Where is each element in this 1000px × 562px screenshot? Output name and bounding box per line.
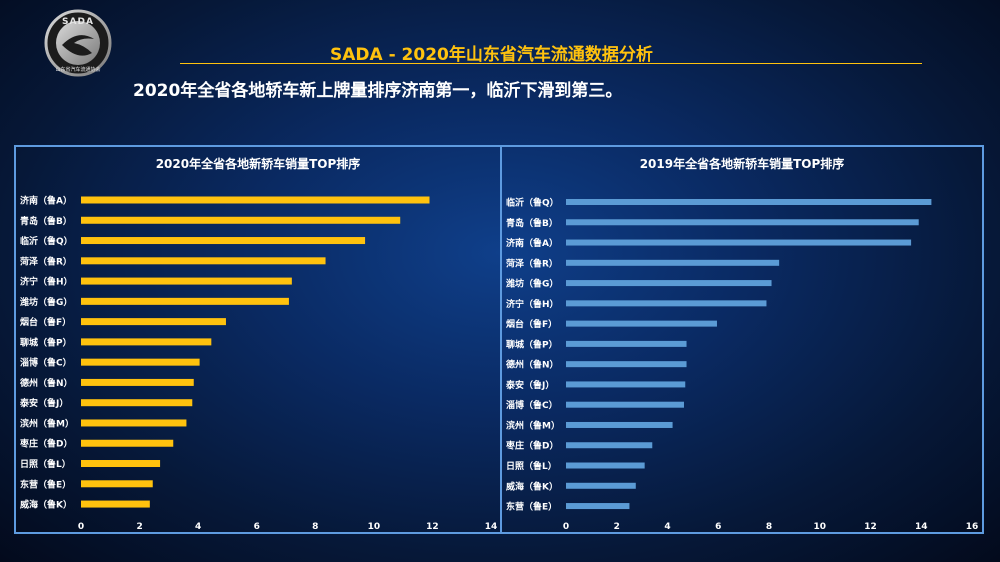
bar-2019 (566, 280, 772, 287)
header-divider (180, 63, 922, 64)
category-label: 济南（鲁A） (506, 237, 558, 249)
x-tick-label: 4 (664, 522, 670, 532)
category-label: 威海（鲁K） (20, 499, 72, 511)
x-tick-label: 16 (966, 522, 979, 532)
category-label: 菏泽（鲁R） (506, 257, 558, 269)
bar-2020 (81, 338, 212, 346)
category-label: 威海（鲁K） (506, 480, 558, 492)
x-tick-label: 0 (563, 522, 569, 532)
x-tick-label: 6 (254, 522, 260, 532)
bar-2019 (566, 300, 767, 307)
x-tick-label: 2 (136, 522, 142, 532)
category-label: 聊城（鲁P） (20, 336, 72, 348)
category-label: 淄博（鲁C） (20, 357, 72, 369)
chart-2020-title: 2020年全省各地新轿车销量TOP排序 (155, 157, 361, 171)
bar-2020 (81, 399, 193, 407)
x-tick-label: 6 (715, 522, 721, 532)
x-tick-label: 2 (614, 522, 620, 532)
bar-2019 (566, 462, 645, 469)
category-label: 菏泽（鲁R） (20, 255, 72, 267)
bar-2019 (566, 482, 636, 489)
bar-2019 (566, 239, 912, 246)
category-label: 潍坊（鲁G） (20, 296, 72, 308)
category-label: 济宁（鲁H） (20, 276, 73, 288)
chart-2019-svg: 临沂（鲁Q） 青岛（鲁B） 济南（鲁A） 菏泽（鲁R） 潍坊（鲁G） 济宁（鲁H） 烟台（鲁… (505, 197, 979, 533)
bar-2019 (566, 421, 673, 428)
bar-2019 (566, 401, 684, 408)
category-label: 济宁（鲁H） (506, 298, 559, 310)
header-title: SADA - 2020年山东省汽车流通数据分析 (330, 45, 653, 65)
category-label: 德州（鲁N） (506, 359, 559, 371)
x-tick-label: 14 (915, 522, 928, 532)
category-label: 德州（鲁N） (20, 377, 73, 389)
x-tick-label: 10 (368, 522, 381, 532)
category-label: 烟台（鲁F） (20, 316, 71, 328)
chart-2020-panel: 2020年全省各地新轿车销量TOP排序 济南（鲁A） 青岛（鲁B） 临沂（鲁Q） 菏泽… (14, 145, 502, 534)
bar-2020 (81, 439, 174, 447)
category-label: 枣庄（鲁D） (505, 440, 558, 452)
bar-2019 (566, 320, 717, 327)
category-label: 日照（鲁L） (506, 460, 557, 472)
x-tick-label: 8 (312, 522, 318, 532)
bar-2020 (81, 216, 401, 224)
bar-2019 (566, 361, 687, 368)
category-label: 滨州（鲁M） (506, 419, 560, 431)
category-label: 泰安（鲁J） (505, 379, 554, 391)
bar-2020 (81, 318, 226, 326)
bar-2020 (81, 480, 153, 488)
bar-2020 (81, 277, 292, 285)
bar-2020 (81, 460, 161, 468)
bar-2020 (81, 358, 200, 366)
bar-2020 (81, 297, 289, 305)
bar-2020 (81, 419, 187, 427)
x-tick-label: 10 (813, 522, 826, 532)
category-label: 东营（鲁E） (20, 478, 71, 490)
chart-2020-svg: 济南（鲁A） 青岛（鲁B） 临沂（鲁Q） 菏泽（鲁R） 济宁（鲁H） 潍坊（鲁G） 烟台（鲁… (19, 195, 498, 533)
chart-2019-panel: 2019年全省各地新轿车销量TOP排序 临沂（鲁Q） 青岛（鲁B） 济南（鲁A） 菏泽… (500, 145, 984, 534)
bar-2020 (81, 196, 430, 204)
bar-2019 (566, 340, 687, 347)
category-label: 东营（鲁E） (506, 501, 557, 513)
sada-logo: SADA 山东省汽车流通协会 (44, 9, 112, 77)
category-label: 日照（鲁L） (20, 458, 71, 470)
category-label: 青岛（鲁B） (20, 215, 72, 227)
svg-text:山东省汽车流通协会: 山东省汽车流通协会 (55, 66, 100, 73)
category-label: 临沂（鲁Q） (20, 235, 73, 247)
category-label: 烟台（鲁F） (506, 318, 557, 330)
category-label: 聊城（鲁P） (506, 338, 558, 350)
bar-2019 (566, 199, 932, 205)
svg-text:SADA: SADA (62, 17, 94, 27)
x-tick-label: 8 (766, 522, 772, 532)
x-tick-label: 12 (864, 522, 877, 532)
bar-2019 (566, 503, 630, 510)
x-tick-label: 4 (195, 522, 201, 532)
category-label: 济南（鲁A） (20, 195, 72, 207)
category-label: 淄博（鲁C） (506, 399, 558, 411)
category-label: 泰安（鲁J） (19, 397, 68, 409)
category-label: 临沂（鲁Q） (506, 197, 559, 209)
category-label: 青岛（鲁B） (506, 217, 558, 229)
category-label: 枣庄（鲁D） (19, 438, 72, 450)
bar-2019 (566, 442, 653, 449)
x-tick-label: 14 (485, 522, 498, 532)
bar-2020 (81, 500, 150, 508)
bar-2019 (566, 219, 919, 226)
bar-2019 (566, 381, 686, 388)
category-label: 滨州（鲁M） (20, 417, 74, 429)
x-tick-label: 12 (426, 522, 439, 532)
bar-2020 (81, 237, 366, 245)
bar-2020 (81, 378, 194, 386)
bar-2020 (81, 257, 326, 265)
bar-2019 (566, 259, 780, 266)
chart-2019-title: 2019年全省各地新轿车销量TOP排序 (639, 157, 845, 171)
headline: 2020年全省各地轿车新上牌量排序济南第一，临沂下滑到第三。 (133, 81, 623, 101)
x-tick-label: 0 (78, 522, 84, 532)
category-label: 潍坊（鲁G） (506, 278, 558, 290)
